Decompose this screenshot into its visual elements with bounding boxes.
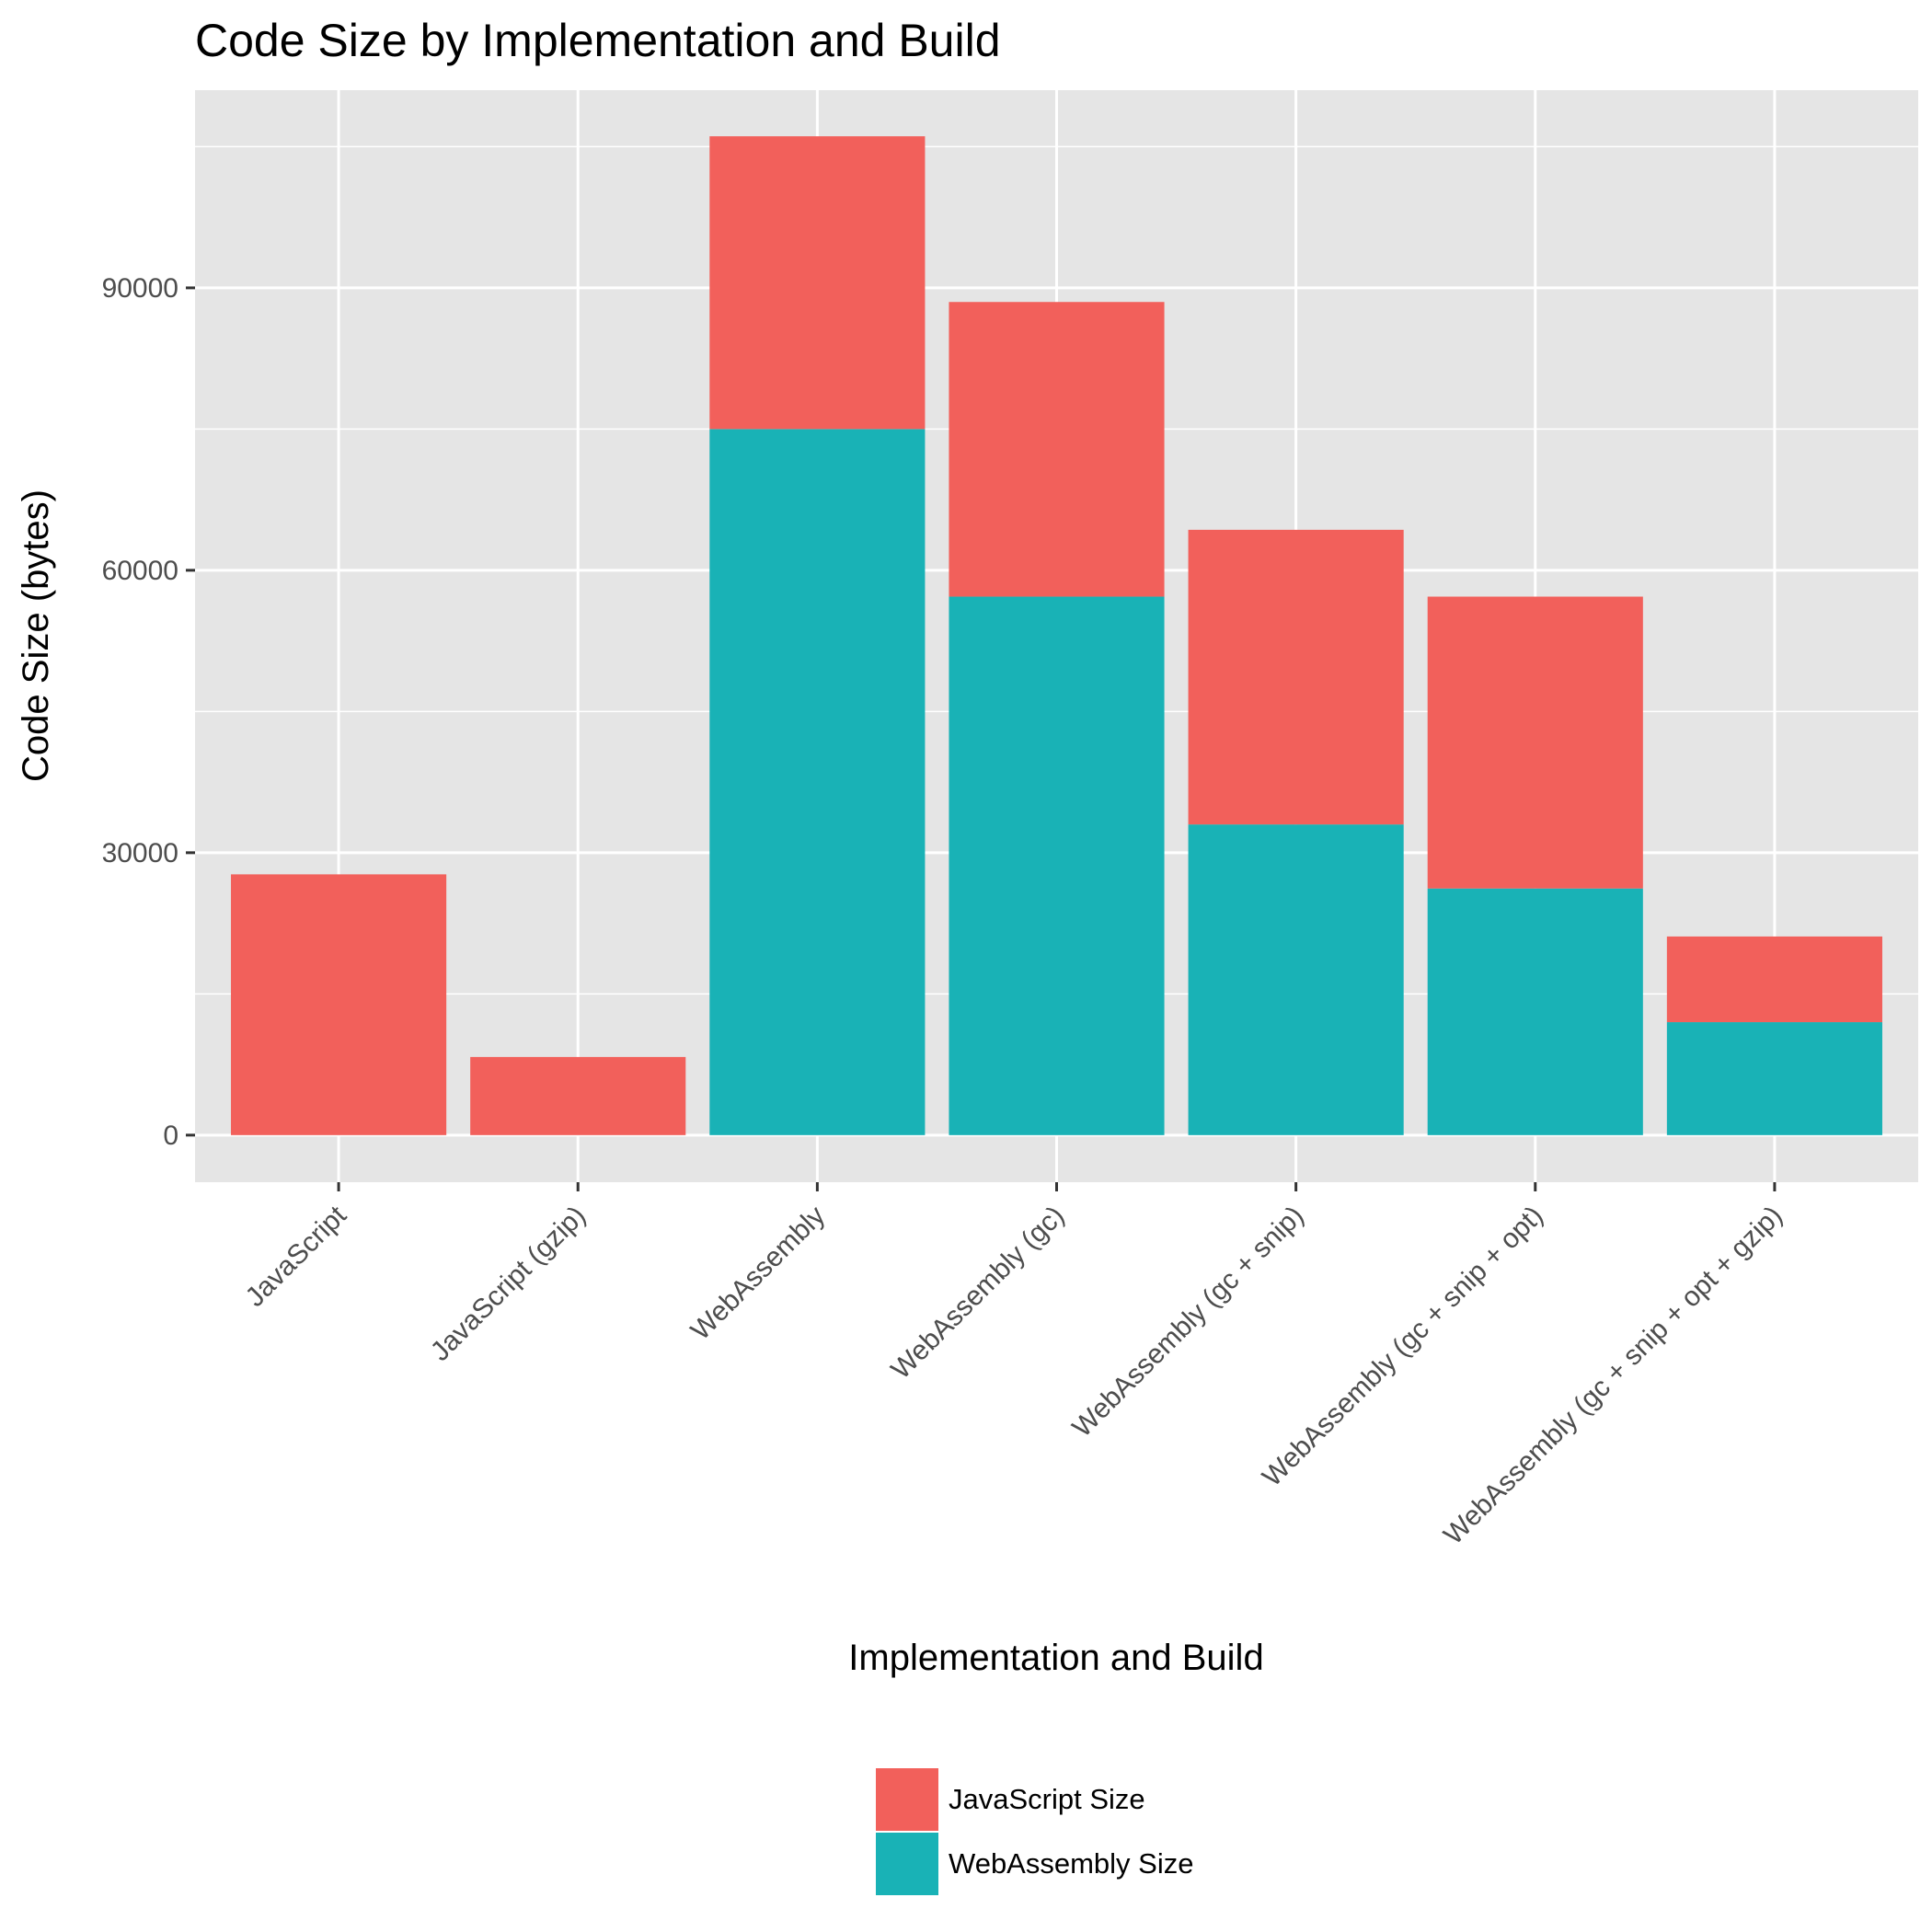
x-axis-title: Implementation and Build	[848, 1638, 1263, 1678]
legend-swatch-webassembly-size	[876, 1833, 938, 1895]
bar-javascript-size-6	[1666, 936, 1882, 1023]
bar-javascript-size-5	[1427, 596, 1643, 889]
bar-webassembly-size-4	[1188, 824, 1404, 1135]
legend-swatch-javascript-size	[876, 1768, 938, 1831]
bar-webassembly-size-3	[949, 596, 1165, 1135]
y-axis-title: Code Size (bytes)	[16, 489, 56, 782]
x-tick-label: WebAssembly	[685, 1201, 832, 1347]
x-tick-label: JavaScript	[240, 1200, 353, 1313]
y-tick-label: 60000	[102, 556, 178, 586]
bar-webassembly-size-2	[709, 429, 926, 1135]
x-axis: JavaScript JavaScript (gzip) WebAssembly We…	[240, 1182, 1788, 1550]
y-tick-label: 30000	[102, 838, 178, 868]
legend: JavaScript Size WebAssembly Size	[876, 1768, 1193, 1895]
bar-webassembly-size-5	[1427, 888, 1643, 1135]
x-tick-label: WebAssembly (gc + snip + opt)	[1257, 1201, 1549, 1493]
bar-javascript-size-1	[470, 1056, 686, 1135]
x-tick-label: WebAssembly (gc + snip)	[1067, 1201, 1310, 1443]
legend-label-javascript-size: JavaScript Size	[949, 1783, 1145, 1815]
bar-webassembly-size-6	[1666, 1022, 1882, 1135]
bar-javascript-size-0	[231, 874, 447, 1135]
y-tick-label: 90000	[102, 273, 178, 304]
x-tick-label: JavaScript (gzip)	[425, 1201, 592, 1367]
bars	[231, 136, 1882, 1135]
bar-javascript-size-3	[949, 302, 1165, 597]
bar-javascript-size-4	[1188, 529, 1404, 825]
y-tick-label: 0	[163, 1121, 178, 1151]
y-axis: 0 30000 60000 90000	[102, 273, 195, 1151]
legend-label-webassembly-size: WebAssembly Size	[949, 1847, 1193, 1880]
chart-title: Code Size by Implementation and Build	[195, 15, 1001, 66]
x-tick-label: WebAssembly (gc)	[885, 1201, 1070, 1386]
bar-javascript-size-2	[709, 136, 926, 430]
